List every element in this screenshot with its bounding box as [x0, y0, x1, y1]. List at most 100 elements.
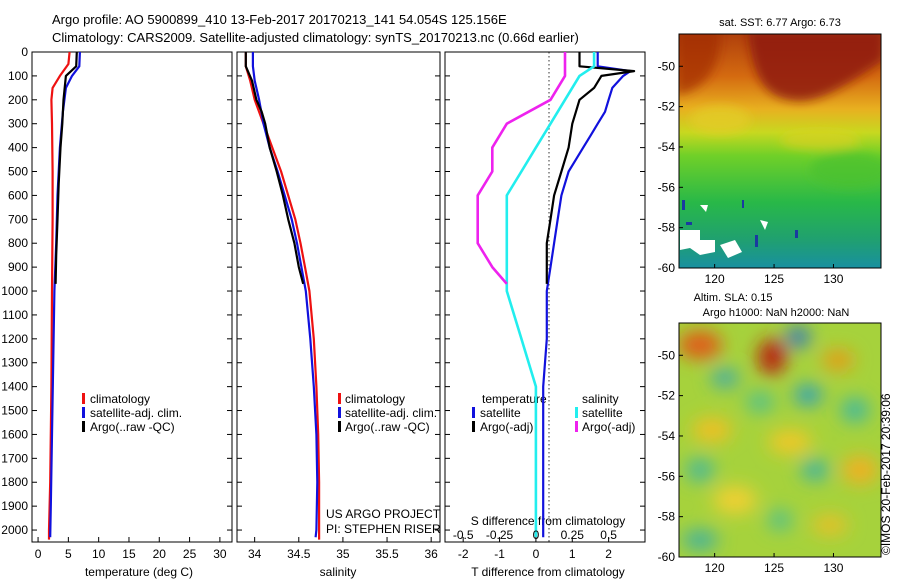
map-y-tick-label: -52 — [658, 100, 676, 114]
temperature-x-tick-label: 25 — [183, 547, 197, 561]
depth-tick-label: 700 — [8, 212, 28, 226]
s-difference-tick-label: 0.5 — [600, 528, 617, 542]
cold-streak — [686, 222, 692, 225]
map-x-tick-label: 130 — [823, 561, 843, 575]
map-y-tick-label: -50 — [658, 348, 676, 362]
sla-low-8 — [768, 510, 792, 530]
sst-map-title: sat. SST: 6.77 Argo: 6.73 — [719, 17, 841, 29]
sla-low-1 — [786, 327, 810, 347]
sla-field — [679, 323, 881, 557]
depth-tick-label: 1900 — [1, 499, 28, 513]
depth-tick-label: 200 — [8, 93, 28, 107]
temperature-x-tick-label: 30 — [213, 547, 227, 561]
sst-map: sat. SST: 6.77 Argo: 6.73 — [658, 17, 882, 286]
depth-tick-label: 600 — [8, 188, 28, 202]
depth-tick-label: 300 — [8, 117, 28, 131]
difference-x-tick-label: -1 — [494, 547, 505, 561]
sst-yellow-patch — [780, 130, 860, 150]
land-mask-1 — [680, 230, 715, 255]
imos-stamp: ©IMOS 20-Feb-2017 20:39:06 — [879, 393, 893, 555]
depth-tick-label: 1100 — [2, 308, 28, 322]
cold-streak — [755, 235, 758, 247]
depth-tick-label: 400 — [8, 141, 28, 155]
s-difference-label: S difference from climatology — [471, 514, 626, 528]
legend-entry-argo: Argo(..raw -QC) — [345, 420, 430, 434]
depth-tick-label: 1700 — [1, 451, 28, 465]
difference-x-tick-label: -2 — [458, 547, 469, 561]
difference-x-tick-label: 2 — [605, 547, 612, 561]
depth-tick-label: 1400 — [1, 380, 28, 394]
map-y-tick-label: -56 — [658, 469, 676, 483]
temperature-x-tick-label: 0 — [35, 547, 42, 561]
sla-low-6 — [801, 460, 829, 480]
sla-low-4 — [746, 392, 774, 412]
header-subtitle: Climatology: CARS2009. Satellite-adjuste… — [52, 30, 579, 45]
salinity-plot-frame — [236, 51, 441, 543]
profile-lines — [47, 51, 636, 540]
map-x-tick-label: 120 — [705, 561, 725, 575]
sla-features — [679, 327, 878, 550]
project-credit: US ARGO PROJECT — [326, 507, 441, 521]
header-title: Argo profile: AO 5900899_410 13-Feb-2017… — [52, 12, 507, 27]
temperature-x-tick-label: 15 — [122, 547, 136, 561]
legend-entry-t-satellite: satellite — [480, 406, 521, 420]
sla-low-2 — [711, 369, 739, 387]
salinity-legend: climatology satellite-adj. clim. Argo(..… — [338, 392, 437, 434]
temperature-panel — [31, 51, 233, 543]
sst-land-mask — [680, 205, 768, 258]
legend-entry-climatology: climatology — [90, 392, 150, 406]
salinity-x-tick-label: 34.5 — [287, 547, 311, 561]
legend-entry-satellite: satellite-adj. clim. — [90, 406, 182, 420]
sla-high-7 — [713, 486, 757, 514]
depth-tick-label: 2000 — [1, 523, 28, 537]
depth-tick-label: 1500 — [1, 404, 28, 418]
legend-entry-climatology: climatology — [345, 392, 405, 406]
difference-legend: temperature salinity satellite Argo(-adj… — [472, 392, 635, 434]
legend-swatch-s-satellite — [575, 407, 578, 418]
sst-warm-tongue — [748, 34, 881, 101]
difference-series-satellite — [542, 52, 632, 538]
sla-map-frame — [678, 322, 882, 558]
map-y-tick-label: -58 — [658, 510, 676, 524]
land-mask-2 — [720, 240, 742, 258]
map-x-tick-label: 125 — [764, 272, 784, 286]
difference-x-tick-label: 1 — [569, 547, 576, 561]
sla-map-title: Altim. SLA: 0.15 — [694, 292, 773, 304]
sst-warm-west — [679, 34, 721, 95]
map-y-tick-label: -54 — [658, 429, 676, 443]
depth-tick-label: 1000 — [1, 284, 28, 298]
difference-x-tick-label: 0 — [533, 547, 540, 561]
salinity-x-tick-label: 36 — [424, 547, 438, 561]
salinity-x-tick-label: 35 — [336, 547, 350, 561]
sla-low-7 — [686, 458, 714, 482]
s-difference-tick-label: 0 — [533, 528, 540, 542]
legend-entry-s-argo: Argo(-adj) — [582, 420, 635, 434]
sla-high-5 — [768, 430, 812, 454]
legend-entry-s-satellite: satellite — [582, 406, 623, 420]
salinity-series-argo-raw-qc — [244, 52, 305, 285]
difference-series-argo-adj — [545, 52, 636, 284]
sst-features — [679, 34, 881, 188]
map-y-tick-label: -54 — [658, 140, 676, 154]
s-difference-tick-label: -0.5 — [453, 528, 474, 542]
salinity-panel — [236, 51, 441, 543]
depth-tick-label: 800 — [8, 236, 28, 250]
temperature-series-argo-raw-qc — [54, 51, 78, 284]
map-y-tick-label: -56 — [658, 180, 676, 194]
map-y-tick-label: -60 — [658, 261, 676, 275]
temperature-legend: climatology satellite-adj. clim. Argo(..… — [82, 392, 182, 434]
land-mask-3 — [760, 220, 768, 230]
sla-high-8 — [812, 515, 848, 535]
map-x-tick-label: 120 — [705, 272, 725, 286]
cold-streak — [742, 200, 744, 208]
legend-title-salinity: salinity — [582, 392, 619, 406]
depth-tick-label: 1600 — [1, 427, 28, 441]
map-x-tick-label: 125 — [764, 561, 784, 575]
difference-plot-frame — [444, 51, 646, 543]
legend-title-temperature: temperature — [482, 392, 547, 406]
depth-tick-label: 1300 — [1, 356, 28, 370]
depth-tick-label: 100 — [8, 69, 28, 83]
depth-tick-label: 500 — [8, 165, 28, 179]
sst-axes: 120 125 130 -50 -52 -54 -56 -58 -60 — [658, 59, 844, 286]
legend-entry-t-argo: Argo(-adj) — [480, 420, 533, 434]
